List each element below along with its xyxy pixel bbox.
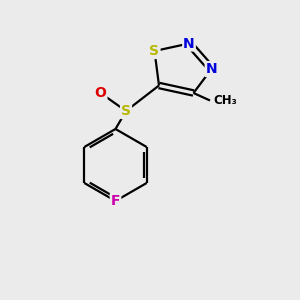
Text: S: S — [121, 104, 131, 118]
Text: F: F — [111, 194, 120, 208]
Text: S: S — [149, 44, 160, 58]
Text: N: N — [183, 37, 195, 50]
Text: O: O — [94, 86, 106, 100]
Text: CH₃: CH₃ — [214, 94, 237, 107]
Text: N: N — [206, 62, 217, 76]
